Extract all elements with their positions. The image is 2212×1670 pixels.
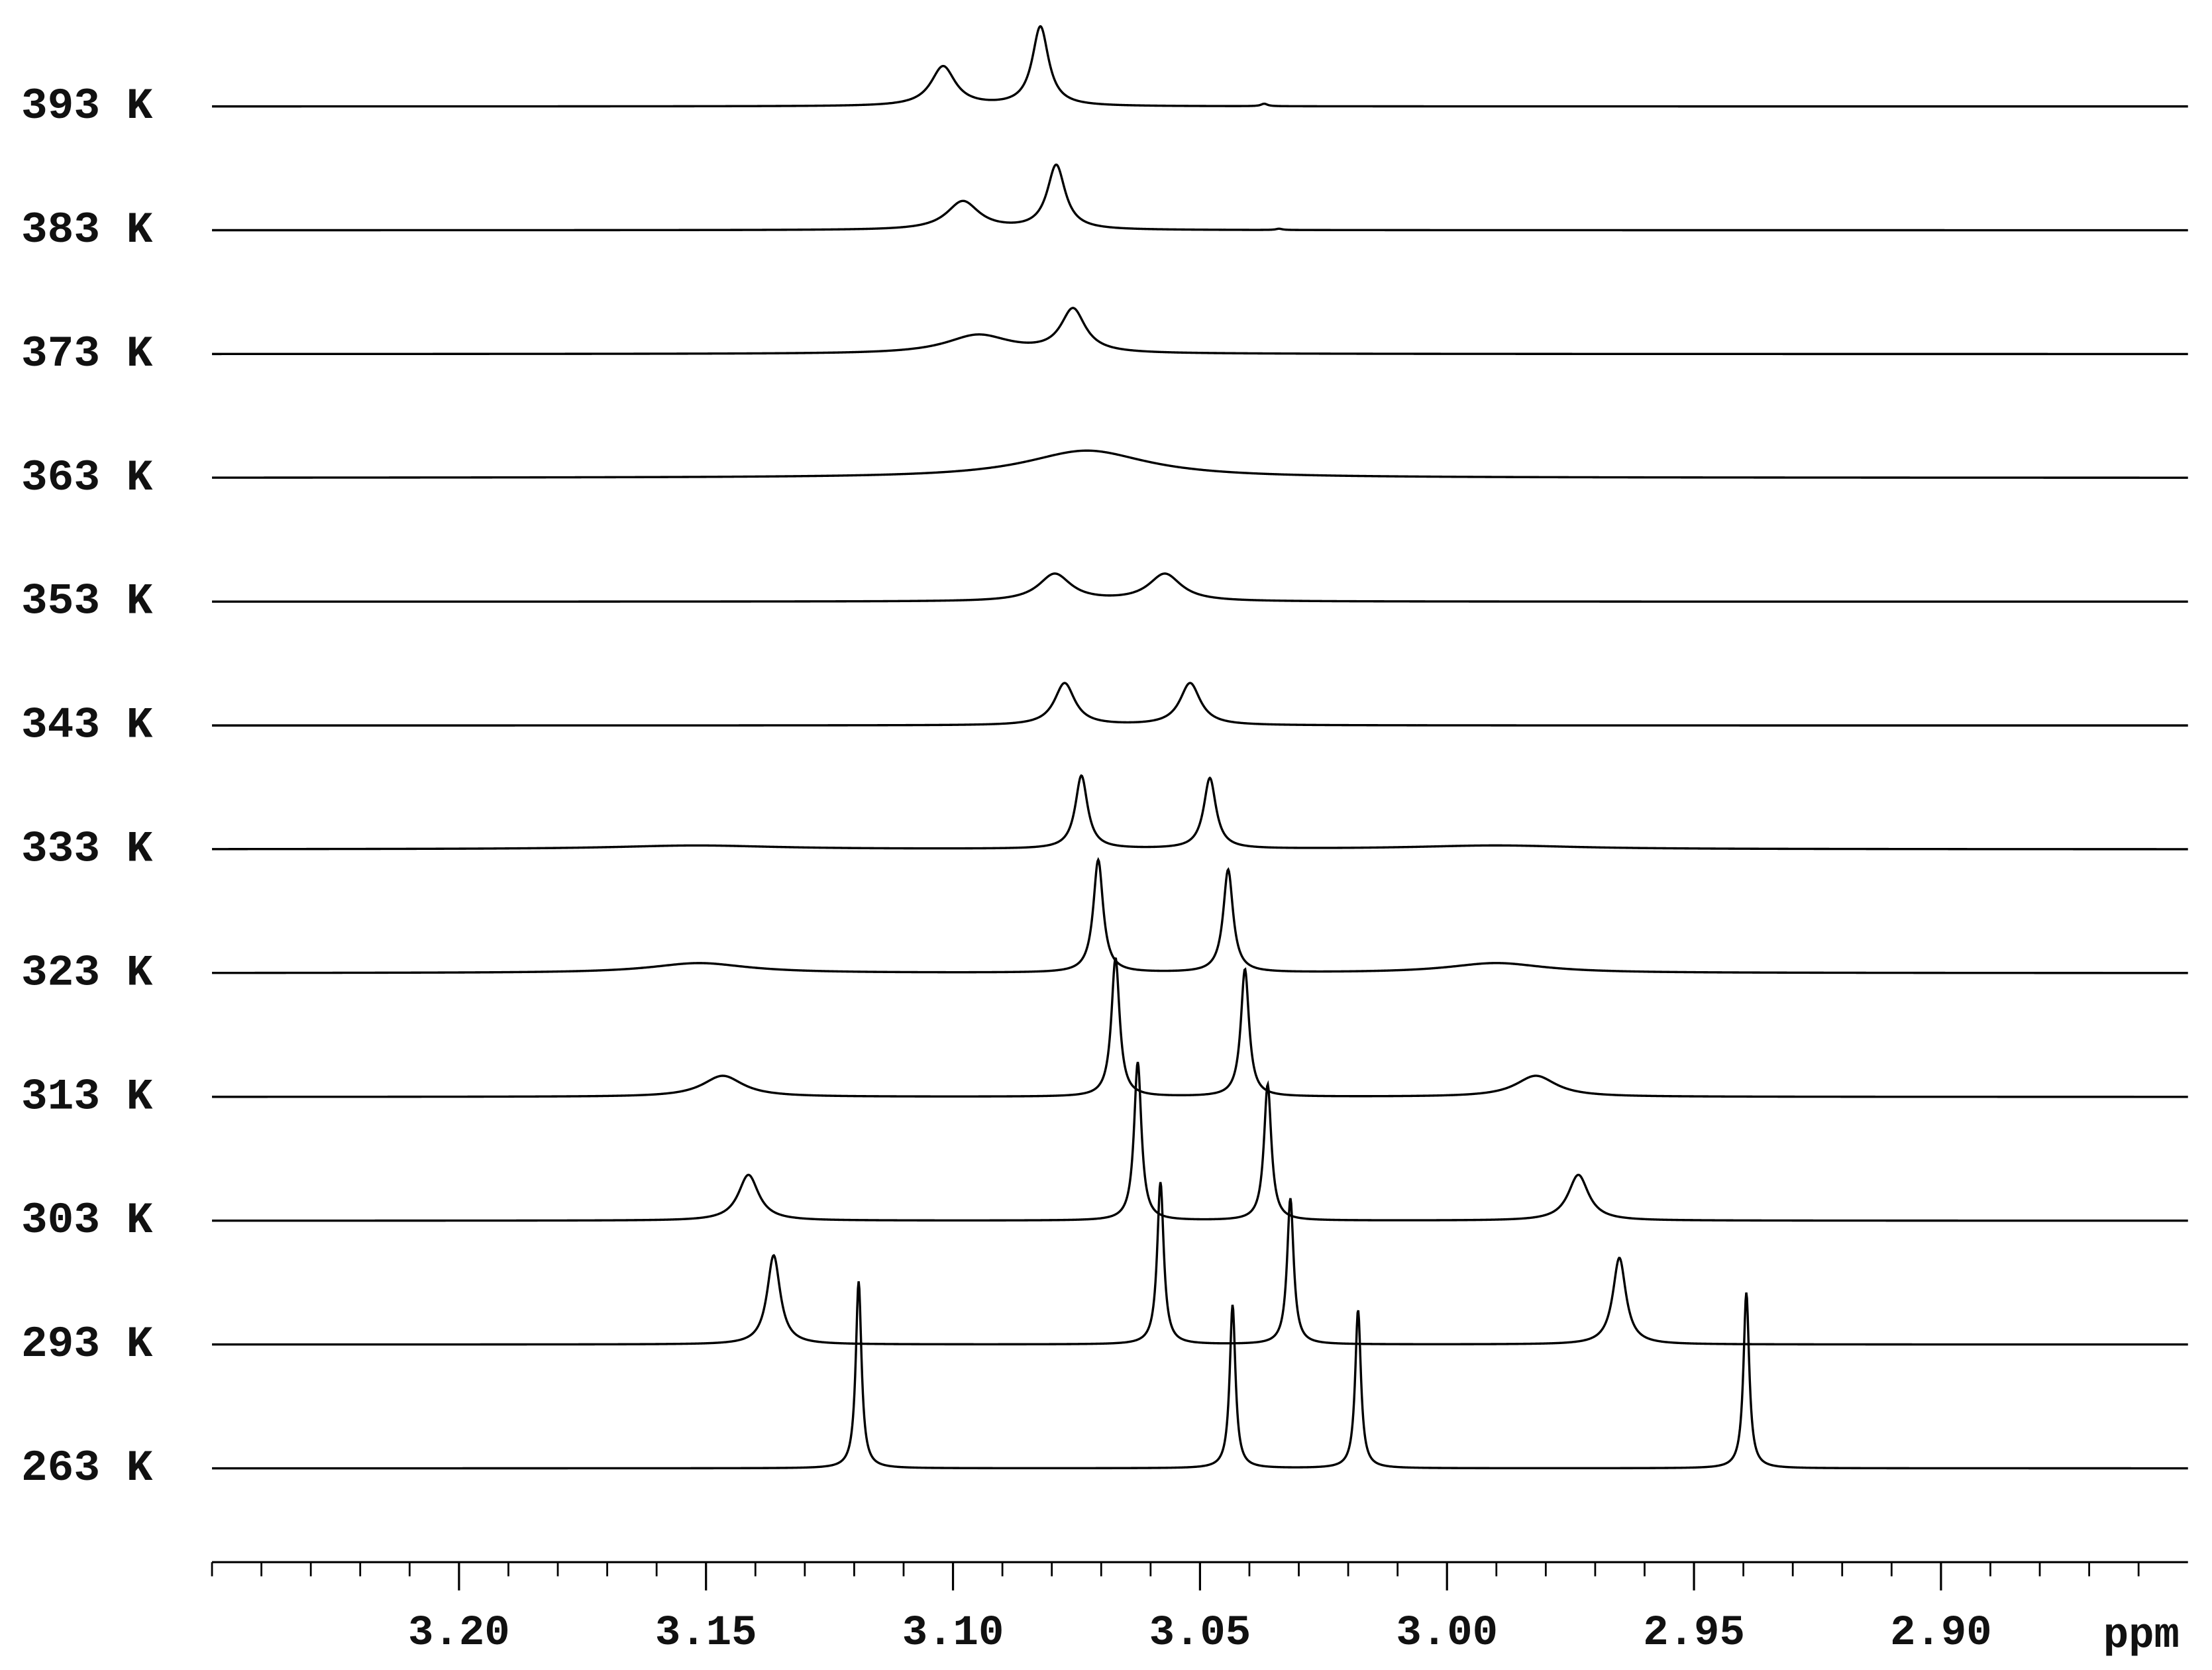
spectrum-trace — [212, 163, 2188, 232]
x-tick-label: 3.05 — [1149, 1610, 1251, 1657]
spectrum-trace — [212, 774, 2188, 851]
trace-label: 363 K — [21, 453, 153, 503]
spectrum-trace — [212, 1061, 2188, 1222]
spectrum-trace — [212, 1281, 2188, 1470]
x-tick-label: 2.90 — [1890, 1610, 1992, 1657]
x-tick-label: 3.20 — [408, 1610, 510, 1657]
trace-label: 353 K — [21, 577, 153, 627]
x-tick-label: 3.15 — [655, 1610, 757, 1657]
spectrum-trace — [212, 682, 2188, 727]
spectrum-trace — [212, 572, 2188, 603]
spectrum-trace — [212, 307, 2188, 356]
x-tick-label: 2.95 — [1643, 1610, 1745, 1657]
trace-label: 313 K — [21, 1072, 153, 1122]
spectrum-trace — [212, 449, 2188, 479]
trace-label: 323 K — [21, 948, 153, 998]
trace-label: 293 K — [21, 1320, 153, 1369]
spectrum-trace — [212, 857, 2188, 974]
trace-label: 383 K — [21, 205, 153, 255]
trace-label: 333 K — [21, 825, 153, 874]
trace-label: 303 K — [21, 1196, 153, 1245]
spectrum-trace — [212, 1182, 2188, 1346]
x-tick-label: 3.00 — [1396, 1610, 1498, 1657]
spectrum-trace — [211, 957, 2188, 1098]
spectrum-trace — [212, 25, 2188, 108]
trace-label: 373 K — [21, 329, 153, 379]
x-tick-label: 3.10 — [902, 1610, 1004, 1657]
trace-label: 343 K — [21, 701, 153, 751]
trace-label: 263 K — [21, 1443, 153, 1493]
x-axis-label: ppm — [2103, 1612, 2180, 1660]
trace-label: 393 K — [21, 81, 153, 131]
